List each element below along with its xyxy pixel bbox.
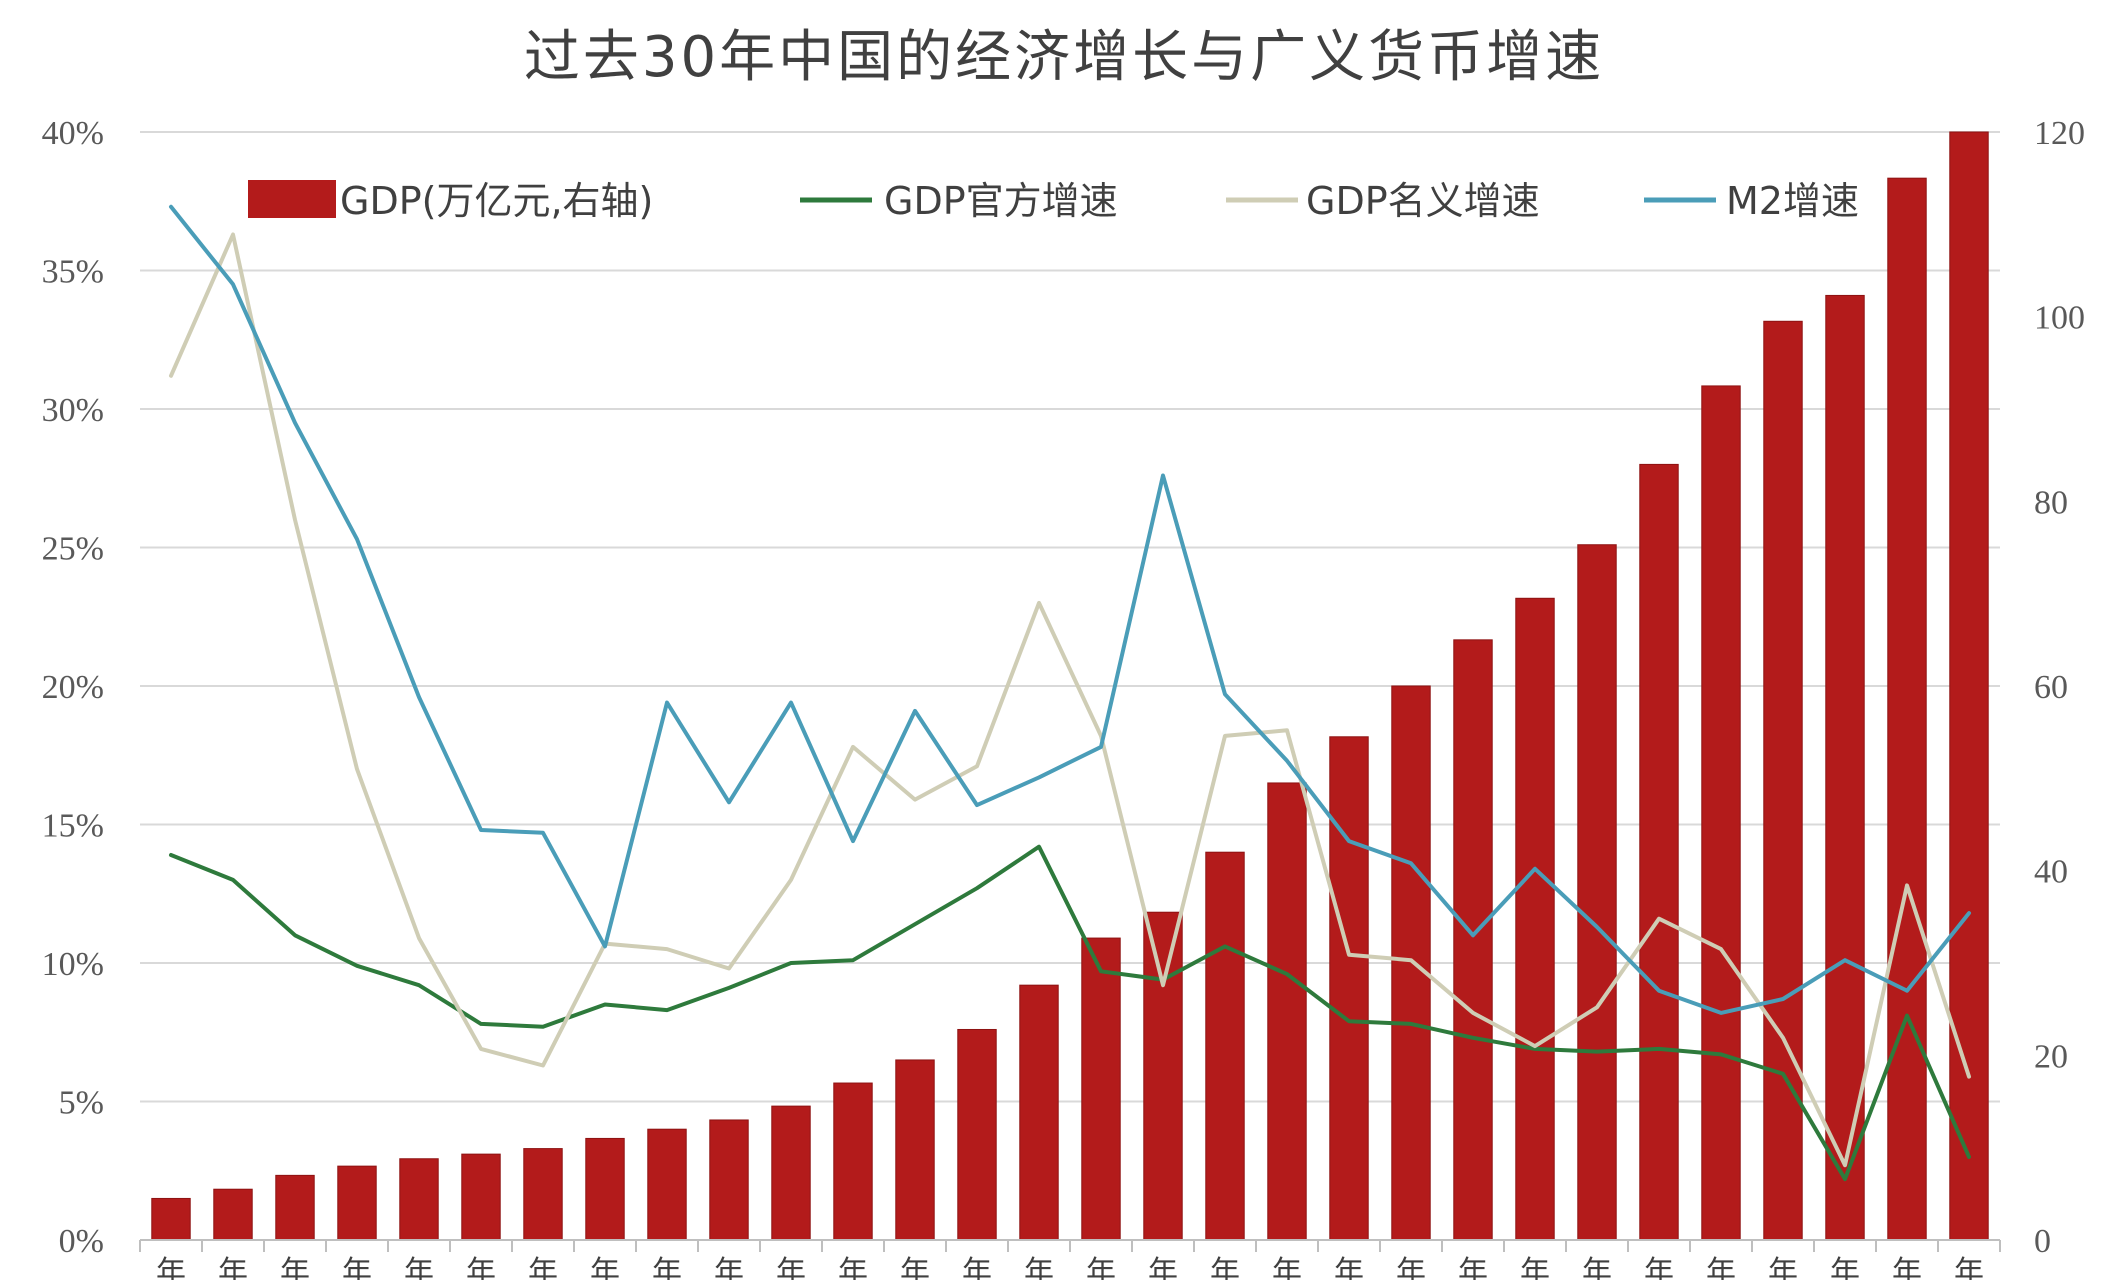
chart-title: 过去30年中国的经济增长与广义货币增速	[524, 25, 1604, 90]
right-axis-tick-label: 80	[2034, 484, 2068, 521]
left-axis-tick-label: 40%	[42, 115, 104, 152]
series-line	[169, 204, 1971, 1015]
right-axis-tick-label: 20	[2034, 1038, 2068, 1075]
gdp-bar	[1143, 911, 1183, 1241]
gdp-bar	[1577, 544, 1617, 1241]
right-axis-tick-label: 120	[2034, 115, 2085, 152]
gdp-bar	[957, 1028, 997, 1241]
right-axis-tick-label: 100	[2034, 300, 2085, 337]
gdp-bar	[647, 1128, 687, 1241]
series-line	[169, 844, 1971, 1182]
x-axis-category-label: 年	[218, 1255, 248, 1280]
gdp-bar	[585, 1137, 625, 1241]
x-axis-category-label: 年	[466, 1255, 496, 1280]
x-axis-category-label: 年	[1706, 1255, 1736, 1280]
gdp-bar	[1391, 685, 1431, 1241]
left-axis-tick-label: 30%	[42, 392, 104, 429]
gdp-bar	[771, 1105, 811, 1241]
right-axis-tick-label: 60	[2034, 669, 2068, 706]
left-axis-tick-label: 35%	[42, 254, 104, 291]
gdp-bar	[709, 1119, 749, 1241]
gdp-bar	[337, 1165, 377, 1241]
x-axis-category-label: 年	[1210, 1255, 1240, 1280]
gdp-bar	[1453, 639, 1493, 1241]
x-axis-category-label: 年	[1396, 1255, 1426, 1280]
gdp-bar	[1205, 851, 1245, 1241]
x-axis-category-label: 年	[652, 1255, 682, 1280]
x-axis-category-label: 年	[1334, 1255, 1364, 1280]
gdp-bar	[399, 1158, 439, 1241]
x-axis-category-label: 年	[838, 1255, 868, 1280]
gdp-bar	[833, 1082, 873, 1241]
x-axis-category-label: 年	[1830, 1255, 1860, 1280]
x-axis-category-label: 年	[714, 1255, 744, 1280]
x-axis-category-label: 年	[590, 1255, 620, 1280]
gdp-bar	[1763, 320, 1803, 1241]
gdp-bar	[1515, 597, 1555, 1241]
gdp-bar	[895, 1059, 935, 1241]
left-axis-tick-label: 25%	[42, 531, 104, 568]
x-axis-category-label: 年	[1582, 1255, 1612, 1280]
growth-lines	[169, 204, 1971, 1182]
x-axis-category-label: 年	[1086, 1255, 1116, 1280]
legend-swatch-bar	[248, 180, 336, 218]
x-axis-category-label: 年	[1954, 1255, 1984, 1280]
gdp-bar	[1639, 463, 1679, 1241]
x-axis-category-label: 年	[1272, 1255, 1302, 1280]
x-axis-category-label: 年	[280, 1255, 310, 1280]
gdp-bar	[1019, 984, 1059, 1241]
gdp-bar	[1701, 385, 1741, 1241]
gdp-bar	[275, 1174, 315, 1241]
gdp-bar	[213, 1188, 253, 1241]
gdp-bar	[461, 1153, 501, 1241]
x-axis-category-label: 年	[962, 1255, 992, 1280]
left-axis-tick-label: 15%	[42, 808, 104, 845]
x-axis-category-label: 年	[1148, 1255, 1178, 1280]
legend-label: M2增速	[1726, 179, 1859, 223]
x-axis-category-label: 年	[156, 1255, 186, 1280]
gdp-bar	[523, 1148, 563, 1241]
series-line	[169, 232, 1971, 1168]
legend: GDP(万亿元,右轴) GDP官方增速 GDP名义增速 M2增速	[248, 179, 1859, 223]
x-axis-category-label: 年	[1892, 1255, 1922, 1280]
left-axis-tick-label: 10%	[42, 946, 104, 983]
grid-lines	[140, 131, 2000, 1103]
x-axis-category-label: 年	[404, 1255, 434, 1280]
x-axis-category-label: 年	[1520, 1255, 1550, 1280]
right-axis-tick-label: 0	[2034, 1223, 2051, 1260]
left-axis-tick-label: 20%	[42, 669, 104, 706]
x-axis-category-label: 年	[776, 1255, 806, 1280]
x-axis-category-label: 年	[342, 1255, 372, 1280]
x-axis-category-label: 年	[1458, 1255, 1488, 1280]
x-axis-category-label: 年	[1644, 1255, 1674, 1280]
x-axis-category-label: 年	[900, 1255, 930, 1280]
gdp-bar	[1267, 782, 1307, 1241]
gdp-bar	[1887, 177, 1927, 1241]
gdp-bar	[1329, 736, 1369, 1241]
legend-label: GDP(万亿元,右轴)	[340, 179, 653, 223]
x-axis-category-label: 年	[528, 1255, 558, 1280]
legend-label: GDP官方增速	[884, 179, 1118, 223]
x-axis-category-label: 年	[1768, 1255, 1798, 1280]
right-axis-tick-label: 40	[2034, 854, 2068, 891]
gdp-bar	[151, 1197, 191, 1241]
x-axis-category-label: 年	[1024, 1255, 1054, 1280]
left-axis-tick-label: 0%	[59, 1223, 104, 1260]
axes: 0% 5% 10% 15% 20% 25% 30% 35% 40% 0 20 40 60 80 100 120…	[42, 115, 2085, 1280]
left-axis-tick-label: 5%	[59, 1085, 104, 1122]
legend-label: GDP名义增速	[1306, 179, 1540, 223]
gdp-bar	[1081, 937, 1121, 1241]
